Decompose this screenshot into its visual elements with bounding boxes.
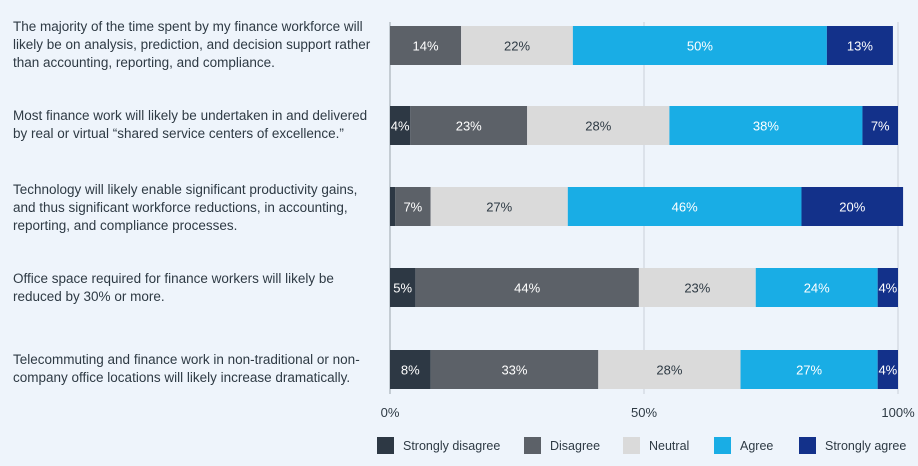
bar-segment — [410, 106, 528, 145]
bar-segment — [638, 268, 756, 307]
chart-legend: Strongly disagree Disagree Neutral Agree… — [0, 437, 918, 459]
bar-segment — [390, 350, 431, 389]
bar-segment — [430, 350, 599, 389]
data-label: 50% — [687, 39, 713, 54]
legend-label-strongly-agree: Strongly agree — [825, 438, 907, 453]
data-label: 23% — [684, 281, 710, 296]
bar-segment — [755, 268, 878, 307]
data-label: 46% — [672, 200, 698, 215]
data-label: 38% — [753, 119, 779, 134]
legend-swatch-strongly-agree — [799, 437, 816, 454]
data-label: 27% — [796, 363, 822, 378]
data-label: 44% — [514, 281, 540, 296]
legend-swatch-agree — [714, 437, 731, 454]
bar-segment — [390, 268, 416, 307]
data-label: 13% — [847, 39, 873, 54]
data-label: 14% — [413, 39, 439, 54]
data-label: 24% — [804, 281, 830, 296]
data-label: 4% — [391, 119, 410, 134]
data-label: 33% — [501, 363, 527, 378]
bar-segment — [877, 350, 898, 389]
bar-segment — [572, 26, 827, 65]
data-label: 7% — [403, 200, 422, 215]
bar-segment — [669, 106, 863, 145]
bar-segment — [527, 106, 670, 145]
data-label: 23% — [456, 119, 482, 134]
legend-swatch-strongly-disagree — [377, 437, 394, 454]
bar-segment — [461, 26, 573, 65]
legend-swatch-neutral — [623, 437, 640, 454]
data-label: 20% — [839, 200, 865, 215]
legend-label-disagree: Disagree — [550, 438, 601, 453]
bar-segment — [390, 26, 462, 65]
bar-segment — [415, 268, 639, 307]
question-label-5: Telecommuting and finance work in non-tr… — [13, 352, 360, 385]
question-label-4: Office space required for finance worker… — [13, 271, 334, 304]
bar-segment — [801, 187, 904, 226]
data-label: 27% — [486, 200, 512, 215]
bar-segment — [390, 106, 411, 145]
legend-item-agree: Agree — [714, 437, 773, 454]
question-label-2: Most finance work will likely be underta… — [13, 108, 368, 141]
data-label: 8% — [401, 363, 420, 378]
data-label: 4% — [878, 363, 897, 378]
bar-segment — [390, 187, 396, 226]
question-label-1: The majority of the time spent by my fin… — [13, 19, 371, 70]
data-label: 28% — [585, 119, 611, 134]
x-tick-label: 50% — [631, 405, 657, 420]
data-label: 7% — [871, 119, 890, 134]
bar-segment — [598, 350, 741, 389]
bar-segment — [862, 106, 898, 145]
data-label: 28% — [656, 363, 682, 378]
bar-segment — [430, 187, 568, 226]
legend-label-strongly-disagree: Strongly disagree — [403, 438, 501, 453]
data-label: 5% — [393, 281, 412, 296]
data-label: 4% — [878, 281, 897, 296]
x-tick-label: 100% — [881, 405, 915, 420]
question-label-3: Technology will likely enable significan… — [13, 182, 358, 233]
bar-segment — [740, 350, 878, 389]
legend-label-neutral: Neutral — [649, 438, 690, 453]
legend-item-strongly-disagree: Strongly disagree — [377, 437, 500, 454]
x-tick-label: 0% — [381, 405, 400, 420]
bar-segment — [826, 26, 893, 65]
bar-segment — [567, 187, 802, 226]
legend-swatch-disagree — [524, 437, 541, 454]
legend-label-agree: Agree — [740, 438, 774, 453]
legend-item-neutral: Neutral — [623, 437, 689, 454]
legend-item-disagree: Disagree — [524, 437, 600, 454]
bar-segment — [395, 187, 431, 226]
bar-segment — [877, 268, 898, 307]
legend-item-strongly-agree: Strongly agree — [799, 437, 906, 454]
data-label: 22% — [504, 39, 530, 54]
